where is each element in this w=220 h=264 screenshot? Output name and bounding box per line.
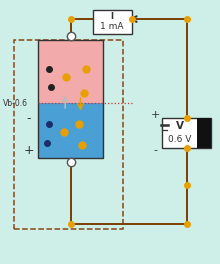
Text: 0.6 V: 0.6 V	[168, 135, 191, 144]
Bar	[38, 40, 103, 158]
Text: I: I	[111, 12, 114, 21]
Text: -: -	[27, 112, 31, 125]
Bar	[93, 10, 132, 34]
Text: +: +	[24, 144, 34, 157]
Bar	[38, 103, 103, 158]
Bar	[162, 117, 211, 148]
Text: 1 mA: 1 mA	[101, 22, 124, 31]
Bar	[14, 40, 123, 229]
Text: +: +	[151, 110, 161, 120]
Bar	[38, 40, 103, 103]
Text: Vb-0.6: Vb-0.6	[3, 99, 28, 108]
Text: -: -	[154, 145, 158, 155]
Text: V: V	[176, 121, 184, 131]
Bar	[197, 117, 211, 148]
